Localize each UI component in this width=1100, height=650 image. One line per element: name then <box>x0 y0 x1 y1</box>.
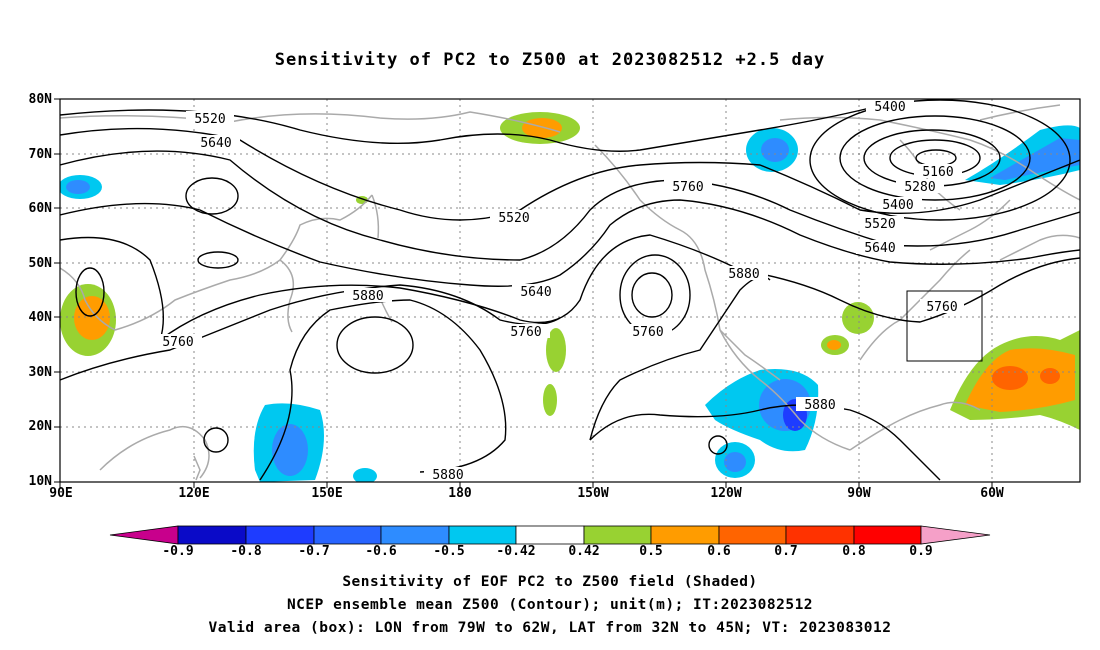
contour-label: 5760 <box>672 180 703 195</box>
contour-label: 5640 <box>864 241 895 256</box>
colorbar-label: -0.5 <box>433 544 465 559</box>
contour-label: 5520 <box>498 211 529 226</box>
colorbar <box>109 525 991 545</box>
shade-patch <box>543 384 557 416</box>
shade-patch <box>353 468 377 482</box>
colorbar-label: -0.6 <box>365 544 397 559</box>
shade-patch <box>761 138 789 162</box>
contour-label: 5880 <box>352 289 383 304</box>
colorbar-swatch <box>785 525 855 545</box>
map-panel: 5400 5520 5640 5160 5280 5400 5520 5640 … <box>54 98 1081 488</box>
colorbar-label: -0.9 <box>162 544 194 559</box>
colorbar-label: -0.7 <box>298 544 330 559</box>
valid-area-box <box>906 290 983 362</box>
colorbar-swatch <box>650 525 720 545</box>
contour-label: 5160 <box>922 165 953 180</box>
colorbar-swatch <box>448 525 517 545</box>
contour-label: 5760 <box>632 325 663 340</box>
colorbar-swatch <box>109 525 179 545</box>
lon-label-150w: 150W <box>577 486 609 501</box>
lat-label-60n: 60N <box>28 201 52 216</box>
lat-label-80n: 80N <box>28 92 52 107</box>
colorbar-label: 0.6 <box>707 544 731 559</box>
colorbar-swatch <box>583 525 652 545</box>
colorbar-swatch <box>718 525 787 545</box>
colorbar-label: 0.5 <box>639 544 663 559</box>
colorbar-swatch <box>313 525 382 545</box>
colorbar-swatch <box>853 525 922 545</box>
contour-label: 5520 <box>864 217 895 232</box>
shade-patch <box>992 366 1028 390</box>
lon-label-150e: 150E <box>311 486 343 501</box>
shade-patch <box>827 340 841 350</box>
shade-patch <box>1040 368 1060 384</box>
contour-label: 5760 <box>926 300 957 315</box>
plot-title: Sensitivity of PC2 to Z500 at 2023082512… <box>274 50 826 70</box>
shade-patch <box>66 180 90 194</box>
shade-patch <box>74 296 110 340</box>
colorbar-swatch <box>920 525 991 545</box>
lat-label-70n: 70N <box>28 147 52 162</box>
lon-label-120w: 120W <box>710 486 742 501</box>
graticule <box>60 99 1080 482</box>
lon-label-180: 180 <box>448 486 472 501</box>
lat-label-30n: 30N <box>28 365 52 380</box>
shade-patch <box>724 452 746 472</box>
axis-ticks <box>54 98 993 488</box>
z500-contours <box>60 99 1080 481</box>
lat-label-20n: 20N <box>28 419 52 434</box>
coastlines <box>60 104 1080 481</box>
colorbar-label: 0.8 <box>842 544 866 559</box>
contour-label: 5520 <box>194 112 225 127</box>
lon-label-120e: 120E <box>178 486 210 501</box>
contour-label: 5640 <box>520 285 551 300</box>
shade-patch <box>522 118 562 138</box>
lon-label-60w: 60W <box>980 486 1004 501</box>
contour-labels: 5400 5520 5640 5160 5280 5400 5520 5640 … <box>154 99 964 483</box>
contour-label: 5400 <box>874 100 905 115</box>
colorbar-swatch <box>245 525 315 545</box>
shade-patch <box>546 328 566 372</box>
colorbar-swatch <box>515 525 585 545</box>
colorbar-swatch <box>177 525 247 545</box>
contour-label: 5760 <box>162 335 193 350</box>
colorbar-label: -0.42 <box>496 544 536 559</box>
map-frame <box>59 98 1081 483</box>
colorbar-label: 0.9 <box>909 544 933 559</box>
colorbar-swatch <box>380 525 450 545</box>
lon-label-90e: 90E <box>49 486 73 501</box>
footer-line-2: NCEP ensemble mean Z500 (Contour); unit(… <box>286 597 814 613</box>
contour-label: 5640 <box>200 136 231 151</box>
colorbar-label: 0.42 <box>568 544 600 559</box>
lat-label-50n: 50N <box>28 256 52 271</box>
contour-label: 5880 <box>728 267 759 282</box>
contour-label: 5880 <box>432 468 463 483</box>
contour-label: 5880 <box>804 398 835 413</box>
shade-patch <box>990 138 1080 180</box>
contour-label: 5760 <box>510 325 541 340</box>
contour-label: 5280 <box>904 180 935 195</box>
shade-patch <box>272 424 308 476</box>
lat-label-40n: 40N <box>28 310 52 325</box>
footer-line-1: Sensitivity of EOF PC2 to Z500 field (Sh… <box>342 574 758 590</box>
footer-line-3: Valid area (box): LON from 79W to 62W, L… <box>208 620 892 636</box>
lon-label-90w: 90W <box>847 486 871 501</box>
colorbar-label: 0.7 <box>774 544 798 559</box>
colorbar-label: -0.8 <box>230 544 262 559</box>
shade-patch <box>842 302 874 334</box>
lat-label-10n: 10N <box>28 474 52 489</box>
contour-label: 5400 <box>882 198 913 213</box>
